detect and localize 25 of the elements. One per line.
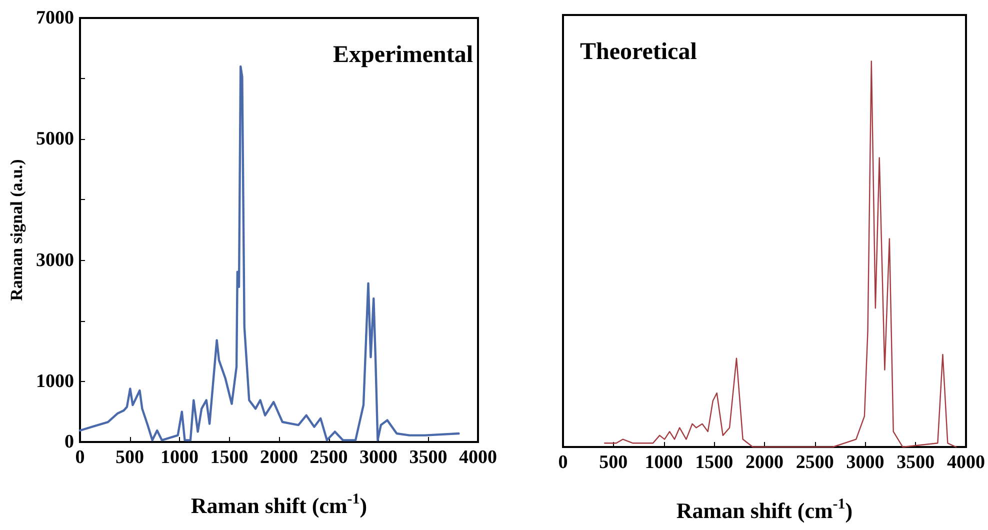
text: Experimental — [333, 42, 474, 68]
x-tick-label: 0 — [558, 452, 568, 473]
chart-title: Theoretical — [580, 39, 698, 65]
x-tick-label: 4000 — [459, 447, 497, 468]
y-axis-title: Raman signal (a.u.) — [7, 159, 26, 301]
x-tick-label: 2000 — [746, 452, 784, 473]
x-tick-label: 2500 — [310, 447, 348, 468]
x-tick-label: 3500 — [409, 447, 448, 468]
y-tick-label: 7000 — [36, 8, 74, 28]
x-tick-label: 1000 — [160, 447, 198, 468]
x-tick-label: 1500 — [695, 452, 734, 473]
y-tick-label: 1000 — [36, 370, 74, 392]
x-tick-label: 500 — [116, 447, 144, 468]
x-tick-label: 500 — [599, 452, 628, 473]
x-tick-label: 3000 — [360, 447, 398, 468]
x-tick-label: 3500 — [896, 452, 935, 473]
y-tick-label: 5000 — [36, 128, 74, 150]
y-tick-label: 0 — [64, 432, 74, 452]
x-tick-label: 2000 — [260, 447, 298, 468]
x-tick-label: 4000 — [947, 452, 985, 473]
x-tick-label: 3000 — [846, 452, 884, 473]
y-tick-label: 3000 — [36, 250, 74, 271]
x-tick-label: 2500 — [796, 452, 834, 473]
x-tick-label: 1500 — [210, 447, 248, 468]
x-tick-label: 1000 — [644, 452, 683, 473]
